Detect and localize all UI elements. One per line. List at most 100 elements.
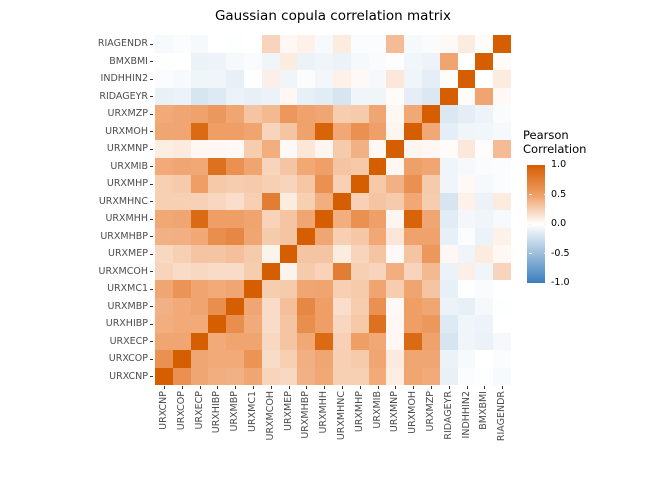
x-tick — [466, 386, 468, 389]
heatmap-cell — [386, 315, 405, 333]
heatmap-cell — [457, 262, 476, 280]
heatmap-cell — [243, 122, 262, 140]
heatmap-cell — [493, 315, 511, 333]
y-axis-label: URXECP — [109, 335, 148, 347]
heatmap-cell — [315, 297, 333, 315]
x-axis-label: URXHIBP — [211, 391, 223, 434]
heatmap-cell — [386, 227, 405, 245]
heatmap-cell — [279, 52, 298, 70]
heatmap-cell — [421, 332, 440, 350]
heatmap-cell — [208, 70, 227, 88]
x-axis-label: URXMNP — [389, 391, 401, 433]
heatmap-cell — [493, 262, 511, 280]
heatmap-cell — [261, 87, 280, 105]
heatmap-cell — [493, 192, 511, 210]
heatmap-cell — [475, 280, 494, 298]
y-tick — [150, 271, 153, 273]
heatmap-cell — [243, 210, 262, 228]
heatmap-cell — [350, 315, 369, 333]
heatmap-cell — [243, 227, 262, 245]
heatmap-cell — [190, 210, 209, 228]
x-tick — [324, 386, 326, 389]
heatmap-cell — [350, 70, 369, 88]
heatmap-cell — [493, 227, 511, 245]
heatmap-cell — [208, 367, 227, 385]
heatmap-cell — [404, 227, 422, 245]
heatmap-cell — [350, 210, 369, 228]
heatmap-cell — [279, 332, 298, 350]
heatmap-cell — [439, 332, 458, 350]
heatmap-cell — [332, 332, 351, 350]
heatmap-cell — [332, 280, 351, 298]
heatmap-cell — [172, 70, 191, 88]
heatmap-cell — [279, 315, 298, 333]
y-tick — [150, 61, 153, 63]
heatmap-cell — [155, 297, 173, 315]
heatmap-cell — [439, 297, 458, 315]
heatmap-cell — [493, 87, 511, 105]
heatmap-cell — [155, 332, 173, 350]
heatmap-cell — [421, 52, 440, 70]
heatmap-cell — [457, 122, 476, 140]
heatmap-cell — [190, 350, 209, 368]
heatmap-cell — [226, 367, 244, 385]
heatmap-cell — [475, 350, 494, 368]
y-tick — [150, 201, 153, 203]
y-tick — [150, 236, 153, 238]
heatmap-cell — [261, 140, 280, 158]
y-tick — [150, 166, 153, 168]
y-axis-label: URXCNP — [109, 370, 148, 382]
heatmap-cell — [315, 52, 333, 70]
heatmap-cell — [332, 262, 351, 280]
x-axis-label: BMXBMI — [478, 391, 490, 430]
heatmap-cell — [386, 157, 405, 175]
heatmap-cell — [243, 105, 262, 123]
y-axis-label: URXHIBP — [105, 318, 148, 329]
heatmap-cell — [493, 280, 511, 298]
heatmap-cell — [404, 105, 422, 123]
heatmap-cell — [315, 140, 333, 158]
heatmap-cell — [439, 52, 458, 70]
heatmap-cell — [404, 122, 422, 140]
heatmap-cell — [226, 332, 244, 350]
heatmap-cell — [332, 175, 351, 193]
heatmap-cell — [155, 245, 173, 263]
heatmap-cell — [350, 332, 369, 350]
heatmap-cell — [243, 52, 262, 70]
heatmap-cell — [243, 192, 262, 210]
heatmap-cell — [368, 192, 387, 210]
heatmap-cell — [332, 105, 351, 123]
heatmap-cell — [172, 35, 191, 53]
heatmap-cell — [226, 122, 244, 140]
heatmap-cell — [279, 70, 298, 88]
heatmap-cell — [172, 280, 191, 298]
heatmap-cell — [404, 175, 422, 193]
x-tick — [199, 386, 201, 389]
heatmap-cell — [457, 175, 476, 193]
legend-notch — [529, 253, 532, 254]
heatmap-cell — [404, 367, 422, 385]
heatmap-cell — [386, 70, 405, 88]
heatmap-cell — [315, 315, 333, 333]
heatmap-cell — [261, 52, 280, 70]
x-axis-label: URXMZP — [424, 391, 436, 432]
heatmap-cell — [368, 210, 387, 228]
y-tick — [150, 148, 153, 150]
heatmap-cell — [457, 35, 476, 53]
heatmap-cell — [421, 157, 440, 175]
heatmap-cell — [279, 367, 298, 385]
heatmap-cell — [172, 262, 191, 280]
legend-title-line1: Pearson — [523, 128, 569, 142]
y-axis-label: URXMEP — [108, 248, 148, 259]
heatmap-cell — [350, 157, 369, 175]
heatmap-cell — [493, 350, 511, 368]
heatmap-cell — [350, 245, 369, 263]
heatmap-cell — [208, 280, 227, 298]
heatmap-cell — [368, 87, 387, 105]
heatmap-cell — [350, 87, 369, 105]
heatmap-cell — [279, 210, 298, 228]
heatmap-cell — [493, 140, 511, 158]
heatmap-cell — [190, 140, 209, 158]
heatmap-cell — [475, 70, 494, 88]
heatmap-cell — [190, 52, 209, 70]
